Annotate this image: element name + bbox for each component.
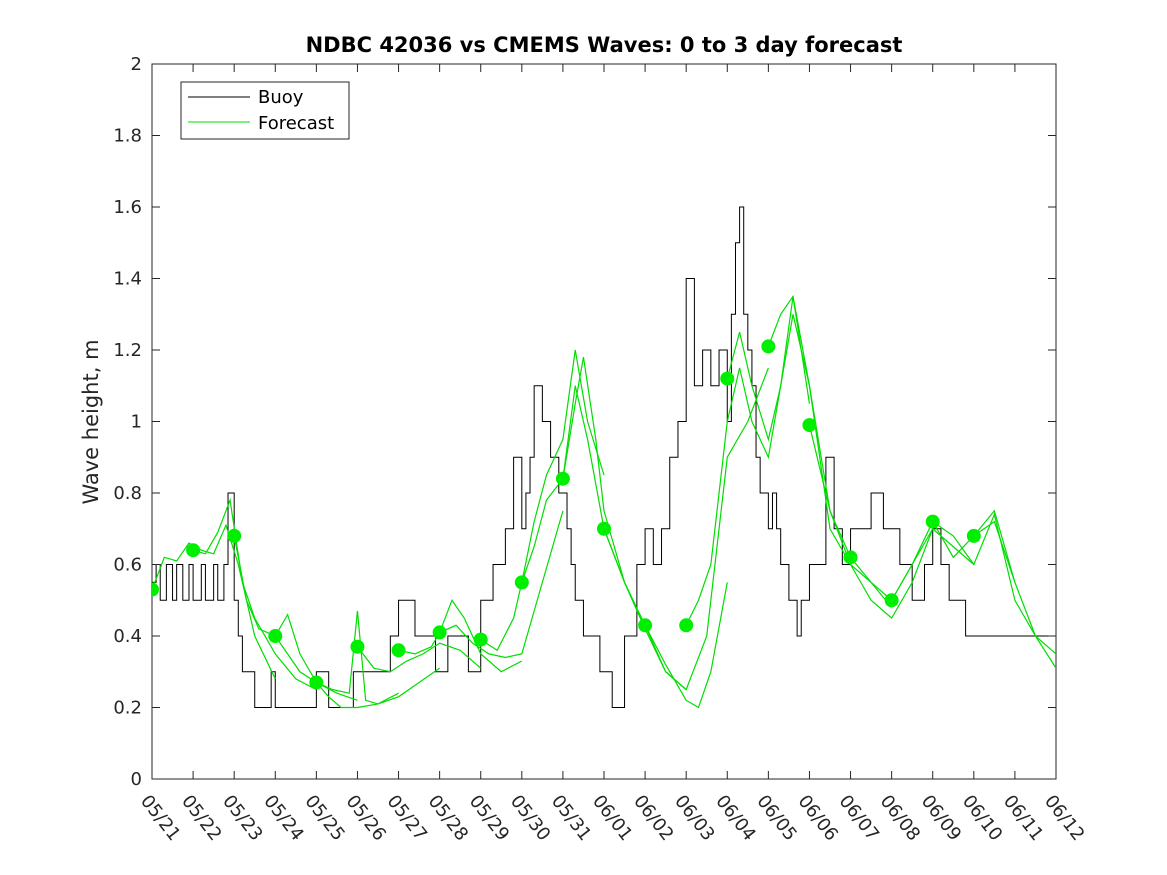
forecast-start-marker [350,639,365,654]
forecast-line [891,509,1016,601]
y-axis: 0 0.2 0.4 0.6 0.8 1 1.2 1.4 1.6 1.8 2 [113,54,1056,790]
buoy-line [152,206,1056,708]
forecast-start-marker [802,418,817,433]
y-tick-label: 1 [131,412,142,433]
forecast-start-marker [597,521,611,536]
forecast-line [152,523,276,680]
forecast-start-marker [720,371,735,386]
y-tick-label: 1.8 [113,126,142,147]
y-axis-label: Wave height, m [79,339,103,504]
x-tick-label: 05/27 [383,791,431,845]
x-tick-label: 06/11 [999,791,1047,845]
x-tick-label: 06/06 [794,791,842,845]
x-tick-label: 06/09 [917,791,965,845]
forecast-line [316,610,440,705]
forecast-line [274,635,399,709]
legend-label-buoy: Buoy [258,87,304,108]
y-tick-label: 0 [131,769,142,790]
x-tick-label: 05/24 [259,791,307,845]
forecast-line [685,296,811,626]
x-tick-label: 06/05 [752,791,800,845]
forecast-start-marker [432,625,447,640]
forecast-start-marker [268,629,283,643]
forecast-start-marker [309,675,324,690]
forecast-start-marker [638,618,653,633]
forecast-start-marker [391,643,406,658]
forecast-line [356,642,482,673]
forecast-start-marker [186,543,201,558]
x-tick-label: 06/01 [588,791,636,845]
legend-label-forecast: Forecast [258,113,334,134]
forecast-start-marker [679,618,694,633]
forecast-start-marker [884,593,899,608]
y-tick-label: 0.2 [113,698,142,719]
forecast-line [808,424,934,620]
forecast-line [521,357,646,630]
y-tick-label: 1.4 [113,269,142,290]
x-tick-label: 06/04 [711,791,759,845]
y-tick-label: 1.6 [113,197,142,218]
forecast-line [439,510,564,659]
forecast-start-marker [152,582,159,597]
forecast-line [233,535,358,701]
forecast-start-marker [227,528,242,543]
forecast-start-marker [843,550,858,565]
x-tick-label: 06/08 [876,791,924,845]
forecast-line [973,520,1056,669]
y-tick-label: 0.6 [113,555,142,576]
y-tick-label: 0.4 [113,626,142,647]
y-tick-label: 1.2 [113,340,142,361]
x-tick-label: 05/22 [177,791,225,845]
x-axis: 05/2105/2205/2305/2405/2505/2605/2705/28… [136,64,1089,845]
x-tick-label: 05/28 [424,791,472,845]
forecast-start-marker [555,471,570,486]
x-tick-label: 06/07 [835,791,883,845]
y-tick-label: 0.8 [113,483,142,504]
x-tick-label: 05/29 [465,791,513,845]
x-tick-label: 05/25 [300,791,348,845]
forecast-line [726,314,852,558]
forecast-line [644,367,769,691]
legend: Buoy Forecast [180,81,350,140]
legend-box [180,81,350,140]
forecast-start-marker [966,528,981,543]
forecast-start-marker [514,575,529,590]
x-tick-label: 05/30 [506,791,554,845]
forecast-line [480,349,605,652]
forecast-start-marker [925,514,940,529]
forecast-start-marker [473,632,488,647]
series-group [152,206,1056,709]
forecast-start-marker [761,339,776,354]
chart-title: NDBC 42036 vs CMEMS Waves: 0 to 3 day fo… [306,33,903,57]
x-tick-label: 05/31 [547,791,595,845]
forecast-line [192,497,317,691]
x-tick-label: 06/12 [1040,791,1088,845]
y-tick-label: 2 [131,54,142,75]
x-tick-label: 06/03 [670,791,718,845]
x-tick-label: 06/10 [958,791,1006,845]
x-tick-label: 05/23 [218,791,266,845]
x-tick-label: 06/02 [629,791,677,845]
forecast-line [398,598,523,673]
forecast-line [932,512,1056,655]
forecast-line [767,294,893,608]
forecast-line [603,528,728,709]
x-tick-label: 05/21 [136,791,184,845]
x-tick-label: 05/26 [342,791,390,845]
plot-area [151,63,1057,780]
